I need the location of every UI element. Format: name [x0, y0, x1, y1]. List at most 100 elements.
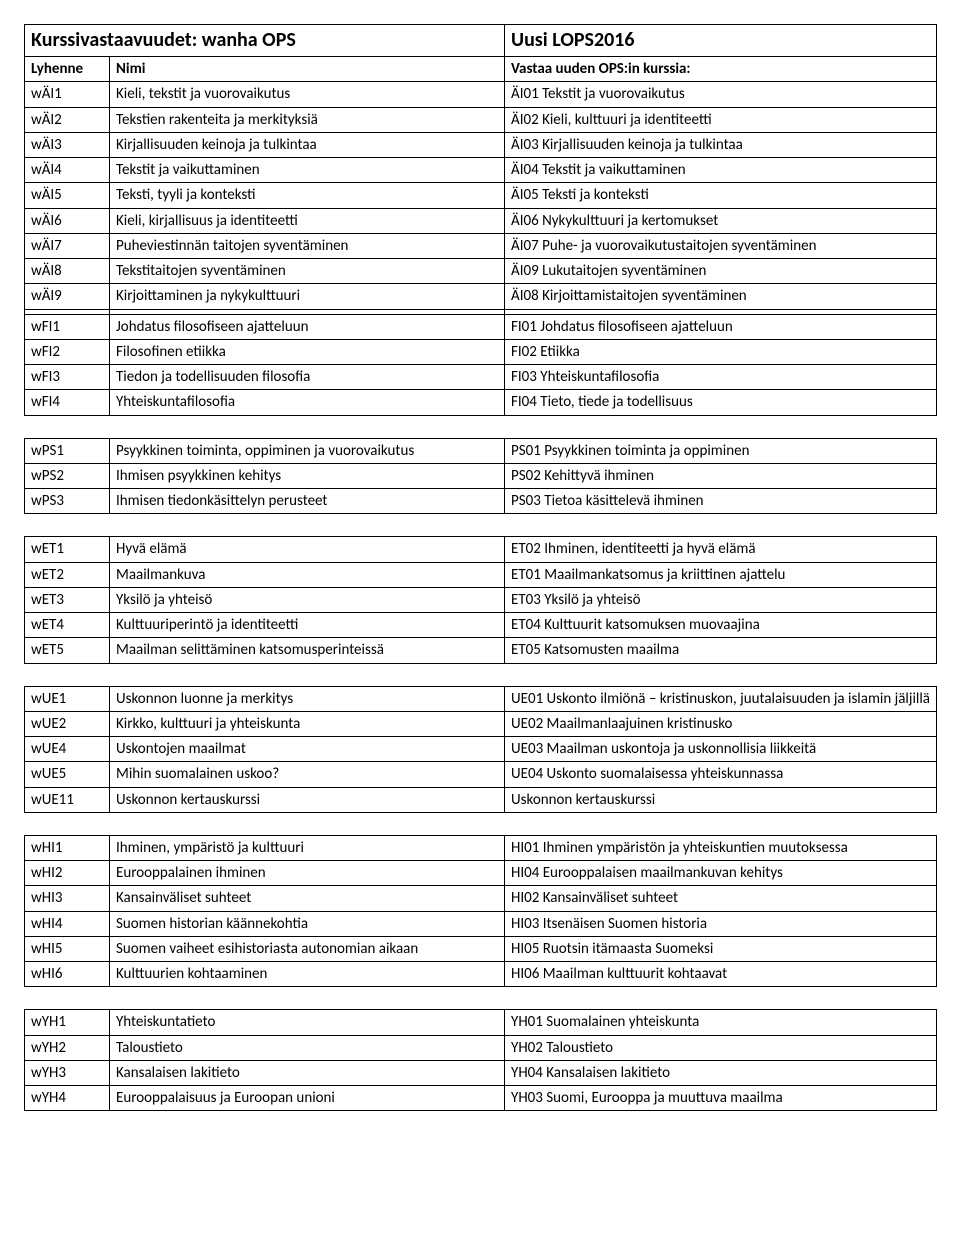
table-row: wFI1Johdatus filosofiseen ajatteluunFI01…	[25, 314, 937, 339]
header-left-title: Kurssivastaavuudet: wanha OPS	[25, 25, 505, 57]
course-new: HI03 Itsenäisen Suomen historia	[505, 911, 937, 936]
course-abbrev: wÄI2	[25, 107, 110, 132]
course-new: FI02 Etiikka	[505, 339, 937, 364]
course-abbrev: wUE11	[25, 787, 110, 812]
header-col3: Vastaa uuden OPS:in kurssia:	[505, 57, 937, 82]
table-row: wÄI9Kirjoittaminen ja nykykulttuuriÄI08 …	[25, 284, 937, 309]
course-name: Ihmisen tiedonkäsittelyn perusteet	[110, 489, 505, 514]
course-name: Uskontojen maailmat	[110, 737, 505, 762]
course-new: HI04 Eurooppalaisen maailmankuvan kehity…	[505, 861, 937, 886]
table-row: wUE5Mihin suomalainen uskoo?UE04 Uskonto…	[25, 762, 937, 787]
course-abbrev: wÄI4	[25, 158, 110, 183]
table-row: wFI3Tiedon ja todellisuuden filosofiaFI0…	[25, 365, 937, 390]
table-row: wFI4YhteiskuntafilosofiaFI04 Tieto, tied…	[25, 390, 937, 415]
course-name: Yhteiskuntatieto	[110, 1010, 505, 1035]
course-new: YH01 Suomalainen yhteiskunta	[505, 1010, 937, 1035]
course-new: FI01 Johdatus filosofiseen ajatteluun	[505, 314, 937, 339]
course-new: ET02 Ihminen, identiteetti ja hyvä elämä	[505, 537, 937, 562]
course-new: UE02 Maailmanlaajuinen kristinusko	[505, 711, 937, 736]
course-new: HI02 Kansainväliset suhteet	[505, 886, 937, 911]
course-abbrev: wPS1	[25, 438, 110, 463]
course-table: Kurssivastaavuudet: wanha OPS Uusi LOPS2…	[24, 24, 937, 1111]
course-name: Kansainväliset suhteet	[110, 886, 505, 911]
course-new: YH03 Suomi, Eurooppa ja muuttuva maailma	[505, 1086, 937, 1111]
group-separator	[25, 987, 937, 1010]
course-abbrev: wPS3	[25, 489, 110, 514]
course-name: Maailmankuva	[110, 562, 505, 587]
course-new: PS03 Tietoa käsittelevä ihminen	[505, 489, 937, 514]
course-new: ÄI08 Kirjoittamistaitojen syventäminen	[505, 284, 937, 309]
header-row-sub: Lyhenne Nimi Vastaa uuden OPS:in kurssia…	[25, 57, 937, 82]
table-row: wÄI6Kieli, kirjallisuus ja identiteettiÄ…	[25, 208, 937, 233]
course-name: Kirjoittaminen ja nykykulttuuri	[110, 284, 505, 309]
course-new: HI01 Ihminen ympäristön ja yhteiskuntien…	[505, 835, 937, 860]
course-abbrev: wÄI7	[25, 233, 110, 258]
table-row: wÄI1Kieli, tekstit ja vuorovaikutusÄI01 …	[25, 82, 937, 107]
course-name: Yksilö ja yhteisö	[110, 587, 505, 612]
group-separator	[25, 812, 937, 835]
course-new: PS02 Kehittyvä ihminen	[505, 463, 937, 488]
course-abbrev: wYH2	[25, 1035, 110, 1060]
course-abbrev: wFI1	[25, 314, 110, 339]
course-new: ÄI05 Teksti ja konteksti	[505, 183, 937, 208]
table-row: wYH2TaloustietoYH02 Taloustieto	[25, 1035, 937, 1060]
course-new: FI03 Yhteiskuntafilosofia	[505, 365, 937, 390]
course-abbrev: wHI2	[25, 861, 110, 886]
course-name: Hyvä elämä	[110, 537, 505, 562]
table-row: wPS2Ihmisen psyykkinen kehitysPS02 Kehit…	[25, 463, 937, 488]
course-new: HI05 Ruotsin itämaasta Suomeksi	[505, 936, 937, 961]
table-row: wHI3Kansainväliset suhteetHI02 Kansainvä…	[25, 886, 937, 911]
course-name: Tekstit ja vaikuttaminen	[110, 158, 505, 183]
course-abbrev: wHI4	[25, 911, 110, 936]
course-name: Kirkko, kulttuuri ja yhteiskunta	[110, 711, 505, 736]
table-row: wET5Maailman selittäminen katsomusperint…	[25, 638, 937, 663]
course-new: UE04 Uskonto suomalaisessa yhteiskunnass…	[505, 762, 937, 787]
table-row: wÄI8Tekstitaitojen syventäminenÄI09 Luku…	[25, 259, 937, 284]
course-name: Eurooppalaisuus ja Euroopan unioni	[110, 1086, 505, 1111]
course-new: ÄI09 Lukutaitojen syventäminen	[505, 259, 937, 284]
course-new: ÄI06 Nykykulttuuri ja kertomukset	[505, 208, 937, 233]
course-name: Eurooppalainen ihminen	[110, 861, 505, 886]
course-new: ÄI01 Tekstit ja vuorovaikutus	[505, 82, 937, 107]
course-name: Ihminen, ympäristö ja kulttuuri	[110, 835, 505, 860]
table-row: wET2MaailmankuvaET01 Maailmankatsomus ja…	[25, 562, 937, 587]
course-new: ET03 Yksilö ja yhteisö	[505, 587, 937, 612]
course-name: Maailman selittäminen katsomusperinteiss…	[110, 638, 505, 663]
course-abbrev: wUE2	[25, 711, 110, 736]
group-separator	[25, 514, 937, 537]
course-new: HI06 Maailman kulttuurit kohtaavat	[505, 962, 937, 987]
course-abbrev: wET5	[25, 638, 110, 663]
course-new: Uskonnon kertauskurssi	[505, 787, 937, 812]
course-name: Kansalaisen lakitieto	[110, 1060, 505, 1085]
course-name: Kieli, kirjallisuus ja identiteetti	[110, 208, 505, 233]
course-name: Uskonnon luonne ja merkitys	[110, 686, 505, 711]
table-row: wET4Kulttuuriperintö ja identiteettiET04…	[25, 613, 937, 638]
course-new: ÄI04 Tekstit ja vaikuttaminen	[505, 158, 937, 183]
course-name: Kulttuurien kohtaaminen	[110, 962, 505, 987]
course-abbrev: wET2	[25, 562, 110, 587]
header-right-title: Uusi LOPS2016	[505, 25, 937, 57]
table-row: wYH3Kansalaisen lakitietoYH04 Kansalaise…	[25, 1060, 937, 1085]
table-row: wHI1Ihminen, ympäristö ja kulttuuriHI01 …	[25, 835, 937, 860]
course-name: Teksti, tyyli ja konteksti	[110, 183, 505, 208]
course-abbrev: wÄI5	[25, 183, 110, 208]
course-abbrev: wFI4	[25, 390, 110, 415]
course-new: ÄI03 Kirjallisuuden keinoja ja tulkintaa	[505, 132, 937, 157]
course-name: Yhteiskuntafilosofia	[110, 390, 505, 415]
course-new: ET04 Kulttuurit katsomuksen muovaajina	[505, 613, 937, 638]
course-new: UE01 Uskonto ilmiönä – kristinuskon, juu…	[505, 686, 937, 711]
course-name: Tekstien rakenteita ja merkityksiä	[110, 107, 505, 132]
table-row: wET3Yksilö ja yhteisöET03 Yksilö ja yhte…	[25, 587, 937, 612]
header-row-main: Kurssivastaavuudet: wanha OPS Uusi LOPS2…	[25, 25, 937, 57]
course-new: PS01 Psyykkinen toiminta ja oppiminen	[505, 438, 937, 463]
table-row: wUE4Uskontojen maailmatUE03 Maailman usk…	[25, 737, 937, 762]
course-new: ET01 Maailmankatsomus ja kriittinen ajat…	[505, 562, 937, 587]
course-abbrev: wYH3	[25, 1060, 110, 1085]
table-row: wFI2Filosofinen etiikkaFI02 Etiikka	[25, 339, 937, 364]
table-row: wÄI7Puheviestinnän taitojen syventäminen…	[25, 233, 937, 258]
course-new: YH02 Taloustieto	[505, 1035, 937, 1060]
table-row: wYH4Eurooppalaisuus ja Euroopan unioniYH…	[25, 1086, 937, 1111]
course-new: FI04 Tieto, tiede ja todellisuus	[505, 390, 937, 415]
course-new: YH04 Kansalaisen lakitieto	[505, 1060, 937, 1085]
course-name: Mihin suomalainen uskoo?	[110, 762, 505, 787]
